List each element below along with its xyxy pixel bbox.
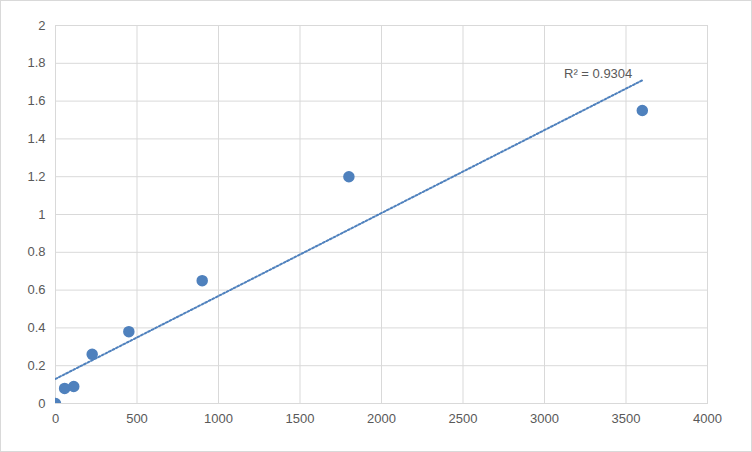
svg-text:2500: 2500 [449,411,478,426]
svg-text:1500: 1500 [286,411,315,426]
svg-text:2000: 2000 [367,411,396,426]
svg-text:500: 500 [126,411,148,426]
svg-text:0.2: 0.2 [27,358,45,373]
svg-text:1.8: 1.8 [27,55,45,70]
svg-text:1: 1 [38,207,45,222]
svg-text:3500: 3500 [612,411,641,426]
svg-text:R² = 0.9304: R² = 0.9304 [564,66,632,81]
svg-text:3000: 3000 [530,411,559,426]
svg-text:1000: 1000 [204,411,233,426]
svg-text:0: 0 [38,396,45,411]
svg-text:4000: 4000 [693,411,722,426]
svg-text:1.6: 1.6 [27,93,45,108]
svg-text:1.2: 1.2 [27,169,45,184]
svg-text:0.4: 0.4 [27,320,45,335]
svg-text:0: 0 [52,411,59,426]
svg-text:0.6: 0.6 [27,282,45,297]
svg-text:0.8: 0.8 [27,244,45,259]
svg-text:1.4: 1.4 [27,131,45,146]
svg-text:2: 2 [38,18,45,33]
